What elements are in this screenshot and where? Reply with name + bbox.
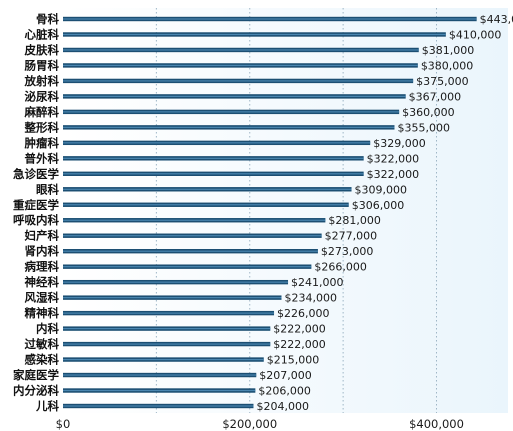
value-label: $234,000 — [284, 292, 337, 305]
bar-highlight — [63, 328, 271, 330]
x-tick-label: $200,000 — [222, 417, 277, 431]
bar-highlight — [63, 80, 414, 82]
value-label: $241,000 — [291, 276, 344, 289]
bar-highlight — [63, 405, 254, 407]
bar-highlight — [63, 250, 318, 252]
value-label: $273,000 — [321, 245, 374, 258]
category-label: 重症医学 — [13, 198, 59, 212]
bar-highlight — [63, 49, 419, 51]
value-label: $277,000 — [325, 230, 378, 243]
value-label: $222,000 — [273, 323, 326, 336]
value-label: $309,000 — [355, 183, 408, 196]
value-label: $375,000 — [416, 75, 469, 88]
value-label: $306,000 — [352, 199, 405, 212]
category-label: 麻醉科 — [24, 105, 60, 119]
value-label: $381,000 — [422, 44, 475, 57]
x-tick-label: $400,000 — [409, 417, 464, 431]
category-label: 眼科 — [36, 182, 59, 196]
bar-highlight — [63, 281, 289, 283]
category-label: 病理科 — [25, 260, 60, 274]
category-label: 急诊医学 — [13, 167, 59, 181]
value-label: $204,000 — [256, 400, 309, 413]
bar-highlight — [63, 235, 322, 237]
x-tick-label: $0 — [56, 417, 71, 431]
value-label: $380,000 — [421, 59, 474, 72]
value-label: $206,000 — [258, 385, 311, 398]
bar-highlight — [63, 266, 312, 268]
bars — [63, 16, 477, 409]
category-label: 家庭医学 — [13, 368, 59, 382]
value-label: $226,000 — [277, 307, 330, 320]
bar-highlight — [63, 64, 418, 67]
value-label: $215,000 — [267, 354, 320, 367]
bar-highlight — [63, 389, 256, 392]
category-label: 儿科 — [35, 399, 59, 413]
bar-highlight — [63, 126, 395, 128]
value-label: $360,000 — [402, 106, 455, 119]
category-label: 放射科 — [24, 74, 60, 88]
value-label: $329,000 — [373, 137, 426, 150]
value-label: $322,000 — [367, 152, 420, 165]
category-label: 内分泌科 — [13, 384, 59, 398]
category-label: 风湿科 — [25, 291, 60, 305]
bar-highlight — [63, 204, 349, 206]
category-label: 过敏科 — [25, 337, 60, 351]
category-label: 内科 — [36, 322, 59, 336]
bar-highlight — [63, 343, 271, 345]
category-label: 心脏科 — [25, 27, 60, 41]
bar-highlight — [63, 173, 364, 175]
bar-highlight — [63, 142, 371, 144]
category-label: 感染科 — [25, 353, 60, 367]
value-label: $355,000 — [397, 121, 450, 134]
category-label: 肿瘤科 — [25, 136, 60, 150]
bar-highlight — [63, 18, 477, 20]
value-label: $322,000 — [367, 168, 420, 181]
bar-highlight — [63, 33, 446, 36]
value-label: $443,000 — [480, 13, 513, 26]
bar-highlight — [63, 188, 352, 190]
value-label: $207,000 — [259, 369, 312, 382]
value-label: $222,000 — [273, 338, 326, 351]
value-label: $266,000 — [314, 261, 367, 274]
category-label: 泌尿科 — [25, 89, 60, 103]
bar-highlight — [63, 95, 406, 97]
category-label: 骨科 — [36, 12, 59, 26]
category-label: 皮肤科 — [24, 43, 60, 57]
bar-highlight — [63, 297, 282, 299]
value-labels: $443,000 $410,000 $381,000 $380,000 $375,000… — [256, 13, 513, 413]
value-label: $367,000 — [409, 90, 462, 103]
category-label: 呼吸内科 — [13, 213, 59, 227]
category-label: 妇产科 — [24, 229, 60, 243]
bar-highlight — [63, 312, 275, 314]
category-label: 精神科 — [25, 306, 60, 320]
value-label: $281,000 — [328, 214, 381, 227]
category-label: 普外科 — [25, 151, 60, 165]
category-label: 肾内科 — [25, 244, 60, 258]
bar-highlight — [63, 358, 264, 361]
category-label: 肠胃科 — [25, 58, 60, 72]
category-labels: 骨科心脏科皮肤科肠胃科放射科泌尿科麻醉科整形科肿瘤科普外科急诊医学眼科重症医学呼… — [13, 12, 59, 413]
category-label: 整形科 — [24, 120, 60, 134]
bar-highlight — [63, 111, 400, 113]
x-axis: $0 $200,000 $400,000 — [56, 417, 464, 431]
bar-highlight — [63, 219, 326, 221]
value-label: $410,000 — [449, 28, 502, 41]
category-label: 神经科 — [25, 275, 60, 289]
bar-highlight — [63, 157, 364, 159]
bar-highlight — [63, 374, 257, 376]
